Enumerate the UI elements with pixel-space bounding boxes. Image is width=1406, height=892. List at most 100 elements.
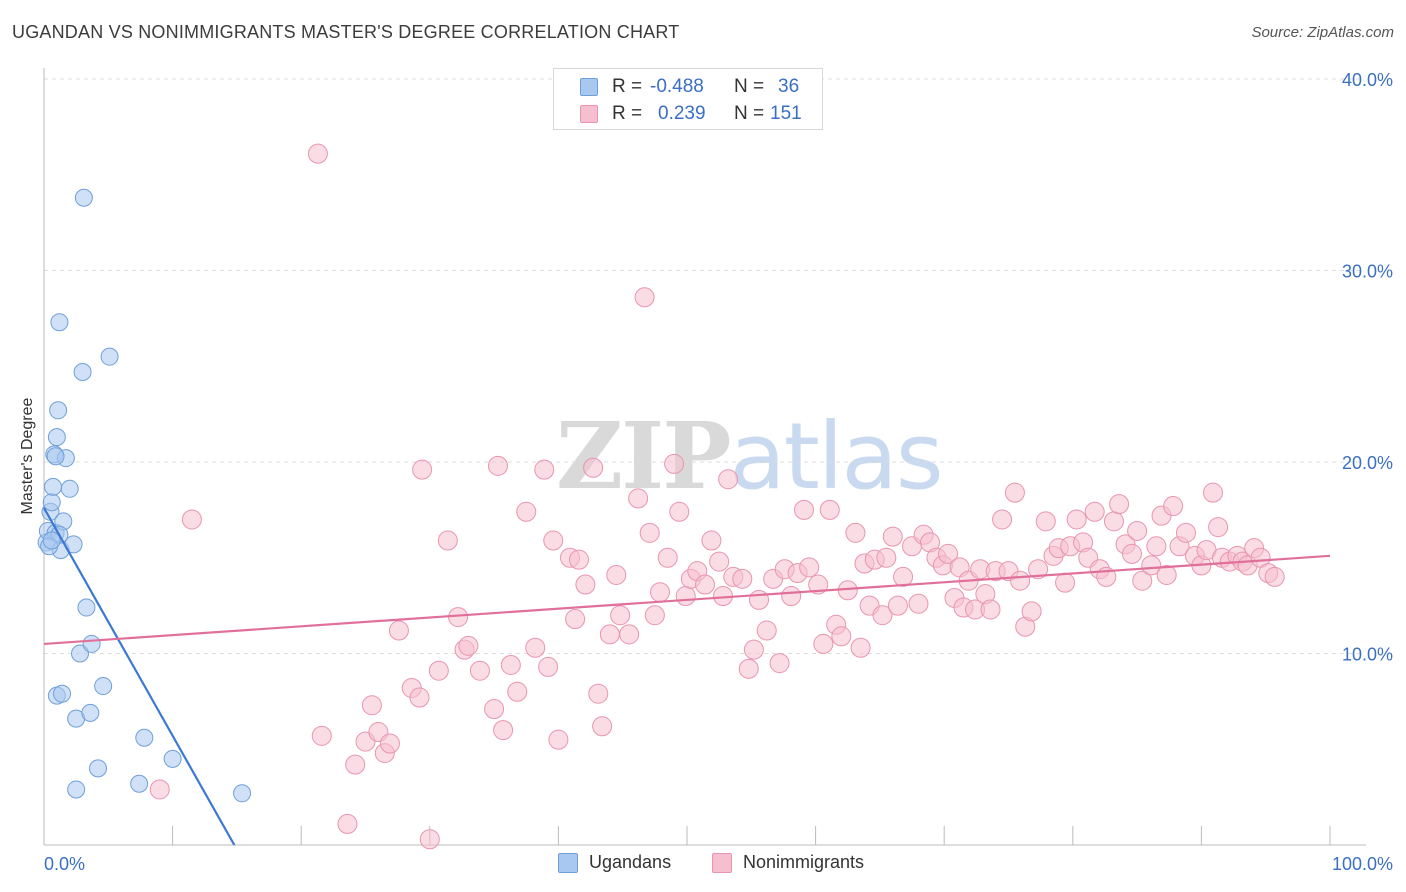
nonimmigrants-point (695, 574, 716, 595)
ugandans-point (163, 749, 182, 768)
nonimmigrants-point (487, 455, 508, 476)
nonimmigrants-point (743, 639, 764, 660)
ugandans-point (67, 780, 86, 799)
nonimmigrants-point (337, 813, 358, 834)
nonimmigrants-point (311, 725, 332, 746)
x-tick-label: 0.0% (44, 854, 85, 874)
nonimmigrants-point (516, 501, 537, 522)
nonimmigrants-point (409, 687, 430, 708)
stats-row-ugandans: R = -0.488 N = 36 (554, 74, 822, 100)
ugandans-point (50, 313, 69, 332)
stats-n-label: N = (734, 76, 765, 97)
nonimmigrants-point (610, 605, 631, 626)
nonimmigrants-point (149, 779, 170, 800)
nonimmigrants-point (628, 488, 649, 509)
stats-n-value: 151 (770, 103, 802, 124)
ugandans-point (82, 634, 101, 653)
nonimmigrants-point (583, 457, 604, 478)
nonimmigrants-point (493, 720, 514, 741)
nonimmigrants-point (749, 589, 770, 610)
nonimmigrants-point (649, 582, 670, 603)
x-tick-label: 100.0% (1332, 854, 1393, 874)
nonimmigrants-point (756, 620, 777, 641)
nonimmigrants-point (1146, 536, 1167, 557)
nonimmigrants-point (1021, 601, 1042, 622)
ugandans-point (44, 477, 63, 496)
nonimmigrants-point (1004, 482, 1025, 503)
source-label: Source: ZipAtlas.com (1251, 24, 1394, 41)
stats-swatch-ugandans (580, 78, 598, 96)
nonimmigrants-point (592, 716, 613, 737)
nonimmigrants-point (538, 656, 559, 677)
nonimmigrants-point (606, 564, 627, 585)
nonimmigrants-point (568, 549, 589, 570)
nonimmigrants-point (980, 599, 1001, 620)
nonimmigrants-point (1028, 559, 1049, 580)
nonimmigrants-point (808, 574, 829, 595)
nonimmigrants-point (599, 624, 620, 645)
legend-swatch-nonimmigrants (712, 853, 732, 873)
nonimmigrants-point (893, 566, 914, 587)
nonimmigrants-point (1208, 517, 1229, 538)
nonimmigrants-point (469, 660, 490, 681)
legend: Ugandans Nonimmigrants (0, 852, 1406, 878)
nonimmigrants-point (1121, 543, 1142, 564)
nonimmigrants-point (1132, 570, 1153, 591)
legend-label-nonimmigrants: Nonimmigrants (743, 852, 865, 872)
nonimmigrants-point (1202, 482, 1223, 503)
nonimmigrants-point (1084, 501, 1105, 522)
nonimmigrants-point (345, 754, 366, 775)
ugandans-point (130, 774, 149, 793)
nonimmigrants-point (543, 530, 564, 551)
nonimmigrants-point (484, 699, 505, 720)
nonimmigrants-point (548, 729, 569, 750)
nonimmigrants-point (588, 683, 609, 704)
stats-box: R = -0.488 N = 36 R = 0.239 N = 151 (553, 68, 823, 130)
nonimmigrants-point (718, 469, 739, 490)
ugandans-point (46, 447, 65, 466)
y-tick-label: 30.0% (1342, 262, 1393, 282)
stats-r-value: -0.488 (650, 76, 704, 97)
nonimmigrants-point (876, 547, 897, 568)
nonimmigrants-point (575, 574, 596, 595)
nonimmigrants-point (1127, 520, 1148, 541)
nonimmigrants-point (850, 637, 871, 658)
legend-swatch-ugandans (558, 853, 578, 873)
nonimmigrants-point (1141, 555, 1162, 576)
nonimmigrants-point (388, 620, 409, 641)
nonimmigrants-point (644, 605, 665, 626)
ugandans-point (233, 784, 252, 803)
ugandans-point (47, 428, 66, 447)
nonimmigrants-point (799, 557, 820, 578)
nonimmigrants-point (1010, 570, 1031, 591)
y-tick-label: 20.0% (1342, 453, 1393, 473)
nonimmigrants-point (534, 459, 555, 480)
ugandans-point (71, 644, 90, 663)
nonimmigrants-point (1163, 496, 1184, 517)
stats-n-value: 36 (778, 76, 800, 97)
ugandans-point (53, 684, 72, 703)
nonimmigrants-point (908, 593, 929, 614)
nonimmigrants-point (507, 681, 528, 702)
nonimmigrants-point (525, 637, 546, 658)
nonimmigrants-point (361, 695, 382, 716)
legend-label-ugandans: Ugandans (589, 852, 672, 872)
nonimmigrants-point (1103, 511, 1124, 532)
nonimmigrants-point (1055, 572, 1076, 593)
y-tick-label: 10.0% (1342, 645, 1393, 665)
stats-swatch-nonimmigrants (580, 105, 598, 123)
stats-r-value: 0.239 (658, 103, 706, 124)
nonimmigrants-point (419, 829, 440, 850)
nonimmigrants-point (565, 609, 586, 630)
nonimmigrants-point (872, 605, 893, 626)
y-tick-label: 40.0% (1342, 70, 1393, 90)
ugandans-point (42, 493, 61, 512)
ugandans-trend-line (43, 507, 236, 846)
ugandans-point (77, 598, 96, 617)
ugandans-point (100, 347, 119, 366)
stats-row-nonimmigrants: R = 0.239 N = 151 (554, 101, 822, 127)
nonimmigrants-point (794, 499, 815, 520)
ugandans-point (89, 759, 108, 778)
ugandans-point (94, 677, 113, 696)
